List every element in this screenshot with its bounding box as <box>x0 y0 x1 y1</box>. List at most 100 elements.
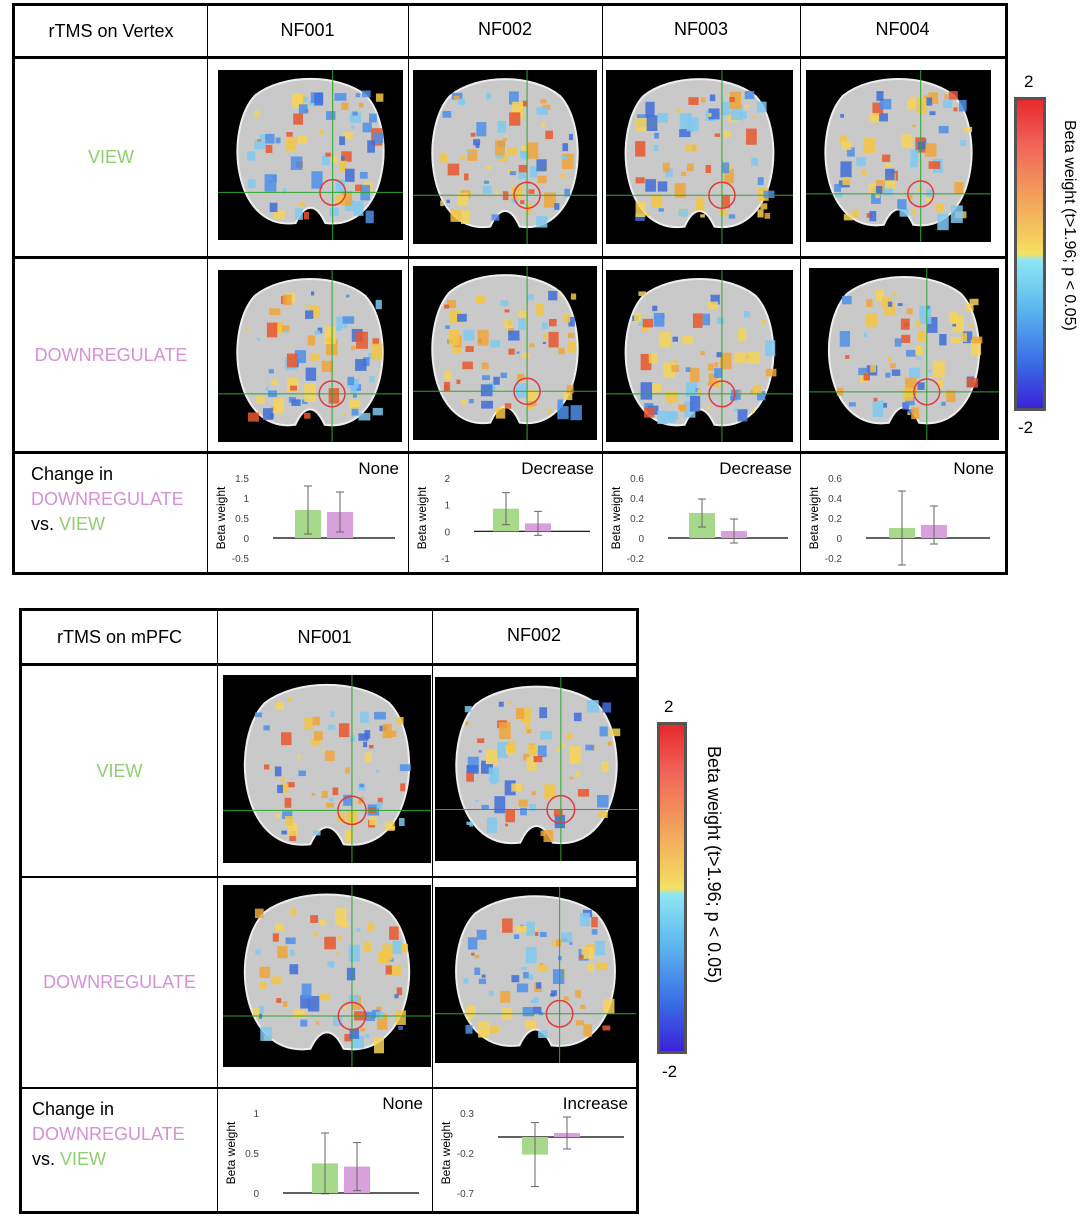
activation-cluster <box>595 940 605 956</box>
activation-cluster <box>502 138 507 141</box>
activation-cluster <box>906 308 913 315</box>
activation-cluster <box>528 189 535 194</box>
mpfc-row-downregulate-label: DOWNREGULATE <box>43 972 196 992</box>
activation-cluster <box>508 348 515 355</box>
activation-cluster <box>685 382 698 397</box>
activation-cluster <box>329 798 334 802</box>
activation-cluster <box>640 353 652 371</box>
y-tick-label: 0.4 <box>630 494 644 505</box>
activation-cluster <box>285 329 289 333</box>
activation-cluster <box>346 967 356 981</box>
activation-cluster <box>527 389 538 402</box>
activation-cluster <box>530 999 536 1004</box>
activation-cluster <box>374 711 386 720</box>
activation-cluster <box>499 722 511 739</box>
activation-cluster <box>263 725 270 731</box>
activation-cluster <box>345 294 350 298</box>
activation-cluster <box>684 401 696 418</box>
activation-cluster <box>310 353 320 361</box>
activation-cluster <box>539 931 547 937</box>
activation-cluster <box>286 353 298 368</box>
activation-cluster <box>926 305 930 310</box>
activation-cluster <box>440 153 448 163</box>
activation-cluster <box>365 1034 370 1038</box>
activation-cluster <box>652 305 658 312</box>
activation-cluster <box>868 182 876 194</box>
y-tick-label: -1 <box>441 554 450 565</box>
activation-cluster <box>839 330 851 347</box>
activation-cluster <box>398 943 408 953</box>
activation-cluster <box>866 299 873 308</box>
activation-cluster <box>271 976 282 985</box>
activation-cluster <box>946 390 956 403</box>
activation-cluster <box>585 744 594 751</box>
activation-cluster <box>764 213 771 219</box>
activation-cluster <box>834 192 843 198</box>
activation-cluster <box>536 159 547 172</box>
activation-cluster <box>716 352 723 358</box>
chart-annotation: Decrease <box>719 459 792 478</box>
activation-cluster <box>339 136 346 146</box>
activation-cluster <box>635 141 646 157</box>
roi-circle <box>708 380 736 408</box>
activation-cluster <box>743 310 750 318</box>
activation-cluster <box>555 748 560 752</box>
activation-cluster <box>293 113 303 125</box>
activation-cluster <box>924 143 937 157</box>
y-tick-label: 0.4 <box>828 494 842 505</box>
activation-cluster <box>486 92 492 100</box>
activation-cluster <box>478 978 487 985</box>
activation-cluster <box>891 369 901 376</box>
y-tick-label: -0.2 <box>457 1149 475 1160</box>
activation-cluster <box>259 966 271 978</box>
activation-cluster <box>760 203 768 210</box>
activation-cluster <box>337 812 345 823</box>
activation-cluster <box>490 340 501 348</box>
chart-vertex-nf001: None Beta weight 1.5 1 0.5 0 -0.5 <box>214 459 399 565</box>
activation-cluster <box>507 169 513 174</box>
activation-cluster <box>465 1024 473 1034</box>
brain-map-vertex-nf002-view <box>413 70 597 244</box>
activation-cluster <box>887 357 892 362</box>
activation-cluster <box>536 982 542 989</box>
activation-cluster <box>652 383 662 393</box>
activation-cluster <box>310 291 315 296</box>
activation-cluster <box>348 944 360 962</box>
activation-cluster <box>463 329 475 341</box>
activation-cluster <box>765 340 776 357</box>
activation-cluster <box>706 405 710 409</box>
activation-cluster <box>864 332 868 338</box>
activation-cluster <box>460 155 465 160</box>
activation-cluster <box>508 330 520 341</box>
activation-cluster <box>890 363 896 369</box>
activation-cluster <box>314 330 321 335</box>
activation-cluster <box>714 362 718 368</box>
activation-cluster <box>343 412 347 417</box>
y-tick-label: 1 <box>444 501 450 512</box>
activation-cluster <box>449 310 461 323</box>
activation-cluster <box>545 130 553 140</box>
activation-cluster <box>897 303 903 307</box>
activation-cluster <box>910 161 918 168</box>
activation-cluster <box>352 1035 365 1049</box>
activation-cluster <box>264 764 270 770</box>
activation-cluster <box>738 390 742 395</box>
y-tick-label: 0.6 <box>828 474 842 485</box>
vertex-corner-label: rTMS on Vertex <box>48 20 174 41</box>
brain-slice-graphic <box>413 70 597 244</box>
activation-cluster <box>504 403 512 409</box>
y-tick-label: 0 <box>836 534 842 545</box>
activation-cluster <box>384 821 395 831</box>
activation-cluster <box>665 168 673 178</box>
activation-cluster <box>256 338 261 341</box>
activation-cluster <box>358 412 371 421</box>
activation-cluster <box>512 101 524 119</box>
activation-cluster <box>332 156 338 164</box>
activation-cluster <box>657 410 668 425</box>
activation-cluster <box>596 962 608 971</box>
activation-cluster <box>762 319 766 325</box>
activation-cluster <box>662 162 670 173</box>
activation-cluster <box>467 149 478 161</box>
activation-cluster <box>607 741 612 746</box>
activation-cluster <box>275 137 281 144</box>
